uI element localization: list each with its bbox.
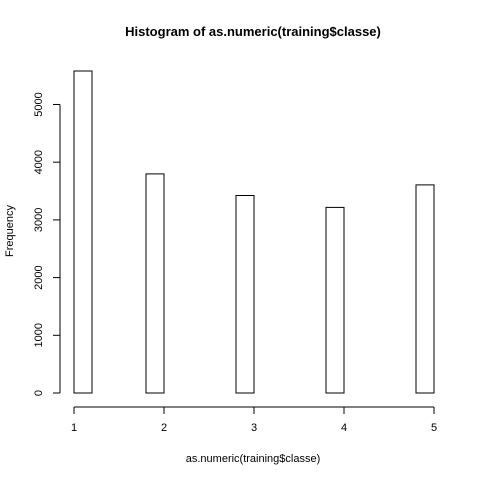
histogram-bar: [73, 70, 93, 394]
y-tick-label: 5000: [33, 92, 45, 116]
histogram-bar: [235, 195, 255, 394]
y-axis: 0 1000 2000 3000 4000 5000: [33, 92, 61, 396]
x-tick-label: 1: [71, 422, 77, 434]
chart-title: Histogram of as.numeric(training$classe): [125, 24, 381, 39]
y-tick-label: 4000: [33, 150, 45, 174]
y-tick-label: 2000: [33, 265, 45, 289]
histogram-bar: [325, 206, 345, 394]
y-axis-label: Frequency: [4, 205, 16, 257]
histogram-bar: [415, 184, 435, 394]
histogram-bar: [145, 173, 165, 394]
x-tick-label: 2: [161, 422, 167, 434]
x-axis: 1 2 3 4 5: [71, 406, 437, 434]
x-tick-label: 5: [431, 422, 437, 434]
x-tick-label: 3: [251, 422, 257, 434]
bars-group: [73, 70, 435, 394]
x-tick-label: 4: [341, 422, 347, 434]
y-tick-label: 0: [33, 390, 45, 396]
y-tick-label: 1000: [33, 323, 45, 347]
y-tick-label: 3000: [33, 208, 45, 232]
x-axis-label: as.numeric(training$classe): [186, 453, 321, 465]
